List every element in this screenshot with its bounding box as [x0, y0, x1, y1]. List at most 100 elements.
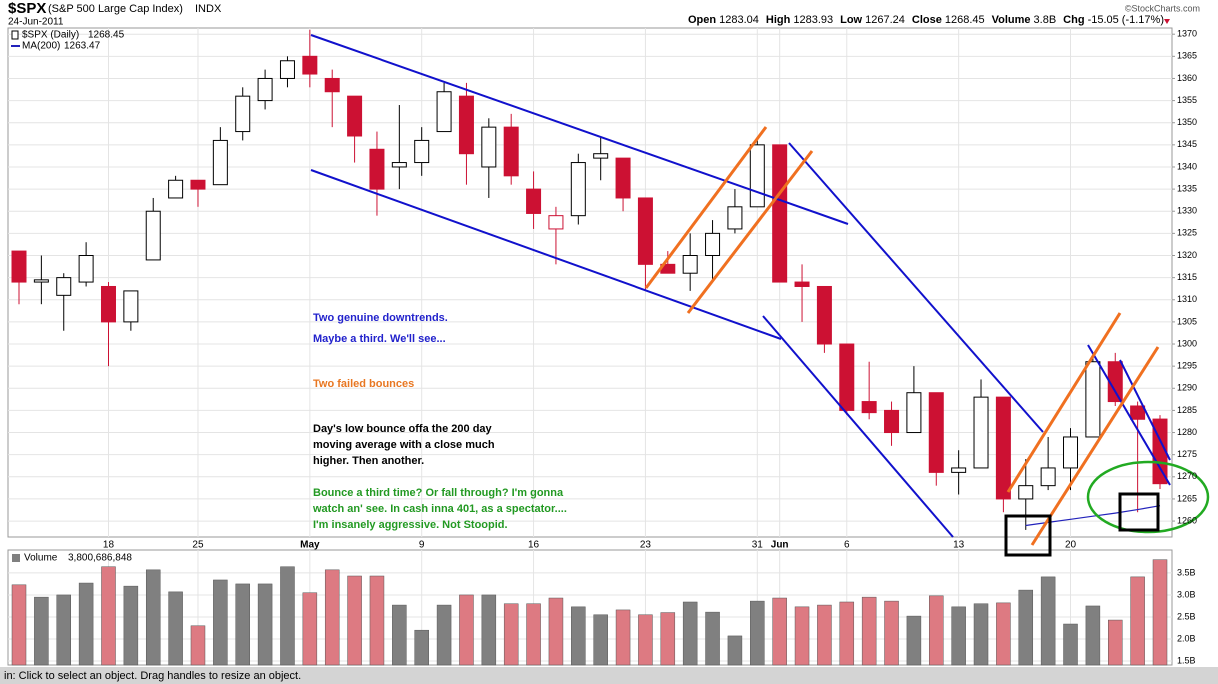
volume-bar — [526, 603, 541, 666]
annotation: Maybe a third. We'll see... — [313, 333, 446, 345]
volume-bar — [750, 600, 765, 666]
candle-body — [168, 179, 184, 199]
volume-bar — [794, 606, 810, 666]
candle-body — [414, 139, 430, 164]
candle-body — [1085, 361, 1101, 438]
legend-value: 1263.47 — [64, 41, 101, 52]
y-tick-label: 1355 — [1177, 95, 1197, 105]
x-tick-label: 20 — [1065, 540, 1077, 551]
candle-body — [1063, 436, 1079, 469]
candle-body — [212, 139, 228, 186]
quote-label: Volume — [992, 14, 1031, 26]
y-tick-label: 1260 — [1177, 515, 1197, 525]
volume-bar — [481, 594, 497, 666]
price-panel — [7, 27, 1173, 538]
quote-value: -15.05 (-1.17%) — [1088, 14, 1164, 26]
y-tick-label: 1360 — [1177, 73, 1197, 83]
candle-body — [861, 401, 877, 414]
candle-body — [794, 281, 810, 287]
volume-bar — [1040, 576, 1056, 666]
circle — [1086, 460, 1210, 534]
candle-body — [727, 206, 743, 230]
y-tick-label: 1370 — [1177, 29, 1197, 39]
y-tick-label: 1330 — [1177, 206, 1197, 216]
trend-line — [686, 150, 814, 314]
candle-body — [56, 277, 72, 296]
annotation: Bounce a third time? Or fall through? I'… — [313, 487, 564, 499]
y-tick-label: 1265 — [1177, 493, 1197, 503]
down-arrow — [1164, 19, 1170, 24]
volume-bar — [727, 635, 743, 666]
x-tick-label: 13 — [953, 540, 965, 551]
volume-bar — [78, 582, 94, 666]
x-tick-label: 31 — [752, 540, 764, 551]
candle-body — [11, 250, 27, 283]
candle-body — [369, 148, 385, 190]
y-tick-label: 1285 — [1177, 405, 1197, 415]
candle-body — [481, 126, 497, 168]
x-tick-label: 16 — [528, 540, 540, 551]
x-tick-label: 25 — [192, 540, 204, 551]
volume-bar — [1108, 619, 1123, 666]
volume-bar — [682, 601, 698, 666]
candle-body — [884, 409, 900, 434]
trend-line — [310, 34, 849, 225]
status-text: in: Click to select an object. Drag hand… — [4, 670, 301, 682]
trend-line — [1006, 312, 1122, 493]
quote-label: Low — [840, 14, 862, 26]
y-tick-label: 3.0B — [1177, 589, 1196, 599]
candle-body — [995, 396, 1011, 500]
y-tick-label: 1305 — [1177, 316, 1197, 326]
quote-value: 1267.24 — [865, 14, 905, 26]
volume-bar — [56, 594, 71, 666]
volume-bar — [34, 596, 49, 666]
volume-bar — [1152, 559, 1168, 666]
annotation: I'm insanely aggressive. Not Stoopid. — [313, 519, 508, 531]
candle-body — [1130, 405, 1146, 420]
y-tick-label: 1325 — [1177, 228, 1197, 238]
y-tick-label: 1340 — [1177, 161, 1197, 171]
annotation: Two failed bounces — [313, 378, 414, 390]
volume-bar — [861, 596, 877, 666]
source: ©StockCharts.com — [1125, 3, 1200, 13]
volume-bar — [324, 569, 340, 666]
volume-bar — [123, 585, 139, 666]
volume-bar — [302, 592, 318, 666]
volume-bar — [235, 583, 250, 666]
annotation: Two genuine downtrends. — [313, 312, 448, 324]
y-tick-label: 1300 — [1177, 338, 1197, 348]
volume-bar — [817, 604, 832, 666]
volume-bar — [615, 609, 631, 666]
candle-body — [347, 95, 363, 137]
symbol: $SPX — [8, 0, 46, 17]
candle-body — [951, 467, 967, 473]
candle-body — [391, 162, 407, 168]
volume-bar — [145, 569, 161, 666]
volume-bar — [392, 604, 407, 666]
trend-line — [762, 315, 954, 538]
candle-body — [436, 91, 452, 133]
volume-bar — [347, 575, 362, 666]
candle-body — [839, 343, 855, 411]
volume-bar — [280, 566, 295, 666]
candle-body — [682, 255, 698, 274]
volume-bar — [906, 615, 922, 666]
candle-body — [190, 179, 206, 190]
candle-body — [1040, 467, 1056, 487]
legend-label: MA(200) — [22, 41, 60, 52]
quote-label: Close — [912, 14, 942, 26]
volume-bar — [190, 625, 206, 666]
quote-value: 1283.04 — [719, 14, 759, 26]
volume-bar — [101, 566, 116, 666]
y-tick-label: 3.5B — [1177, 567, 1196, 577]
quote-label: Chg — [1063, 14, 1084, 26]
candle-body — [637, 197, 653, 265]
trend-line — [644, 126, 768, 289]
volume-bar — [548, 597, 564, 666]
volume-bar — [638, 614, 653, 666]
y-tick-label: 1280 — [1177, 427, 1197, 437]
volume-bar — [436, 604, 452, 666]
quote-label: High — [766, 14, 791, 26]
volume-bar — [1085, 605, 1101, 666]
